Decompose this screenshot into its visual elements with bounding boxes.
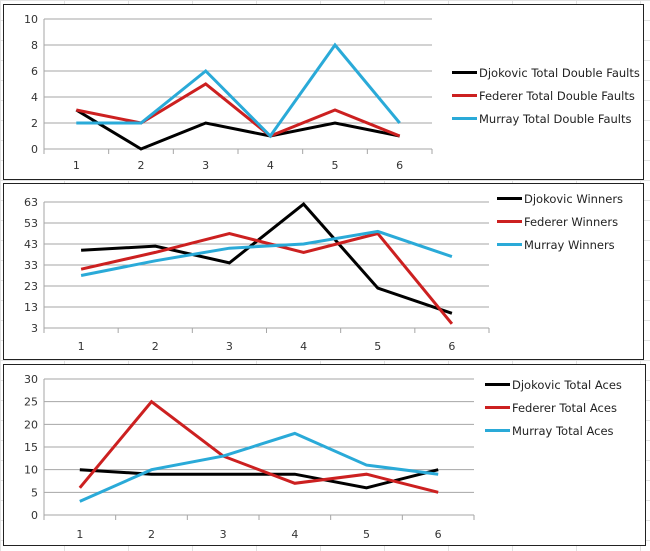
- double-faults-y-tick-label: 6: [31, 65, 38, 78]
- winners-legend: Djokovic Winners Federer Winners Murray Wi…: [497, 187, 623, 256]
- double-faults-x-tick-label: 1: [73, 159, 80, 172]
- double-faults-x-tick-label: 2: [138, 159, 145, 172]
- double-faults-x-tick-label: 6: [396, 159, 403, 172]
- aces-x-tick-label: 4: [291, 528, 298, 541]
- aces-x-tick-label: 1: [76, 528, 83, 541]
- winners-y-tick-label: 53: [24, 217, 38, 230]
- winners-x-tick-label: 6: [448, 340, 455, 353]
- winners-y-tick-label: 13: [24, 301, 38, 314]
- aces-y-tick-label: 25: [24, 396, 38, 409]
- legend-item: Djokovic Winners: [497, 187, 623, 210]
- legend-label: Djokovic Total Double Faults: [479, 65, 640, 80]
- legend-swatch: [452, 71, 477, 74]
- aces-y-tick-label: 20: [24, 418, 38, 431]
- double-faults-y-tick-label: 8: [31, 39, 38, 52]
- aces-chart: 0 5 10 15 20 25 30 1 2 3 4 5 6 Djokovic Total Aces Fe…: [3, 364, 646, 546]
- aces-x-tick-label: 3: [220, 528, 227, 541]
- legend-item: Federer Total Aces: [485, 396, 622, 419]
- legend-label: Murray Total Aces: [512, 423, 614, 438]
- legend-swatch: [497, 197, 522, 200]
- double-faults-series-line-murray: [76, 42, 401, 139]
- aces-y-tick-label: 15: [24, 441, 38, 454]
- aces-y-tick-label: 10: [24, 464, 38, 477]
- legend-item: Federer Total Double Faults: [452, 84, 640, 107]
- aces-legend: Djokovic Total Aces Federer Total Aces Mur…: [485, 373, 622, 442]
- legend-item: Djokovic Total Aces: [485, 373, 622, 396]
- legend-item: Djokovic Total Double Faults: [452, 61, 640, 84]
- legend-swatch: [452, 117, 477, 120]
- winners-y-tick-label: 23: [24, 280, 38, 293]
- double-faults-y-tick-label: 4: [31, 91, 38, 104]
- legend-label: Djokovic Winners: [524, 191, 624, 206]
- aces-y-tick-label: 30: [24, 373, 38, 386]
- winners-series-line-murray: [80, 229, 453, 277]
- winners-y-tick-label: 3: [31, 322, 38, 335]
- legend-item: Federer Winners: [497, 210, 623, 233]
- legend-swatch: [485, 406, 510, 409]
- legend-label: Federer Winners: [524, 214, 619, 229]
- legend-label: Murray Winners: [524, 237, 615, 252]
- winners-series-line-djokovic: [81, 202, 453, 315]
- legend-item: Murray Winners: [497, 233, 623, 256]
- winners-chart: 3 13 23 33 43 53 63 1 2 3 4 5 6 Djokovic Winners Fede…: [3, 183, 644, 360]
- winners-x-tick-label: 2: [152, 340, 159, 353]
- legend-swatch: [485, 383, 510, 386]
- aces-y-tick-label: 0: [31, 509, 38, 522]
- aces-series-line-federer: [78, 399, 439, 494]
- legend-item: Murray Total Aces: [485, 419, 622, 442]
- winners-series-line-federer: [80, 231, 454, 325]
- legend-label: Murray Total Double Faults: [479, 111, 632, 126]
- aces-series-line-murray: [79, 431, 439, 503]
- legend-swatch: [452, 94, 477, 97]
- double-faults-y-tick-label: 0: [31, 143, 38, 156]
- double-faults-series-line-federer: [76, 82, 401, 138]
- winners-x-tick-label: 5: [374, 340, 381, 353]
- aces-x-tick-label: 5: [363, 528, 370, 541]
- aces-x-tick-label: 6: [435, 528, 442, 541]
- legend-swatch: [485, 429, 510, 432]
- double-faults-x-tick-label: 5: [332, 159, 339, 172]
- winners-y-tick-label: 63: [24, 196, 38, 209]
- winners-y-tick-label: 33: [24, 259, 38, 272]
- aces-x-tick-label: 2: [148, 528, 155, 541]
- aces-y-tick-label: 5: [31, 486, 38, 499]
- legend-swatch: [497, 220, 522, 223]
- legend-swatch: [497, 243, 522, 246]
- double-faults-legend: Djokovic Total Double Faults Federer Tota…: [452, 61, 640, 130]
- legend-item: Murray Total Double Faults: [452, 107, 640, 130]
- legend-label: Djokovic Total Aces: [512, 377, 622, 392]
- double-faults-x-tick-label: 3: [202, 159, 209, 172]
- winners-y-tick-label: 43: [24, 238, 38, 251]
- winners-x-tick-label: 3: [226, 340, 233, 353]
- double-faults-series-line-djokovic: [75, 108, 400, 151]
- legend-label: Federer Total Aces: [512, 400, 617, 415]
- double-faults-y-tick-label: 2: [31, 117, 38, 130]
- aces-plot: 0 5 10 15 20 25 30 1 2 3 4 5 6: [24, 373, 475, 541]
- double-faults-y-tick-label: 10: [24, 13, 38, 26]
- winners-x-tick-label: 1: [78, 340, 85, 353]
- double-faults-x-tick-label: 4: [267, 159, 274, 172]
- legend-label: Federer Total Double Faults: [479, 88, 635, 103]
- winners-x-tick-label: 4: [300, 340, 307, 353]
- double-faults-chart: 0 2 4 6 8 10 1 2 3 4 5 6 Djokovic Total Double Faul…: [3, 4, 644, 180]
